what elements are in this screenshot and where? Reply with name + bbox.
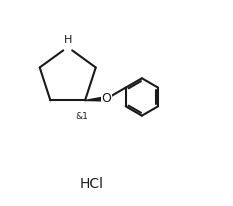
Polygon shape [85,97,106,101]
Text: &1: &1 [75,112,89,121]
Text: HCl: HCl [80,177,104,191]
Text: O: O [101,92,111,105]
Text: H: H [64,35,72,45]
